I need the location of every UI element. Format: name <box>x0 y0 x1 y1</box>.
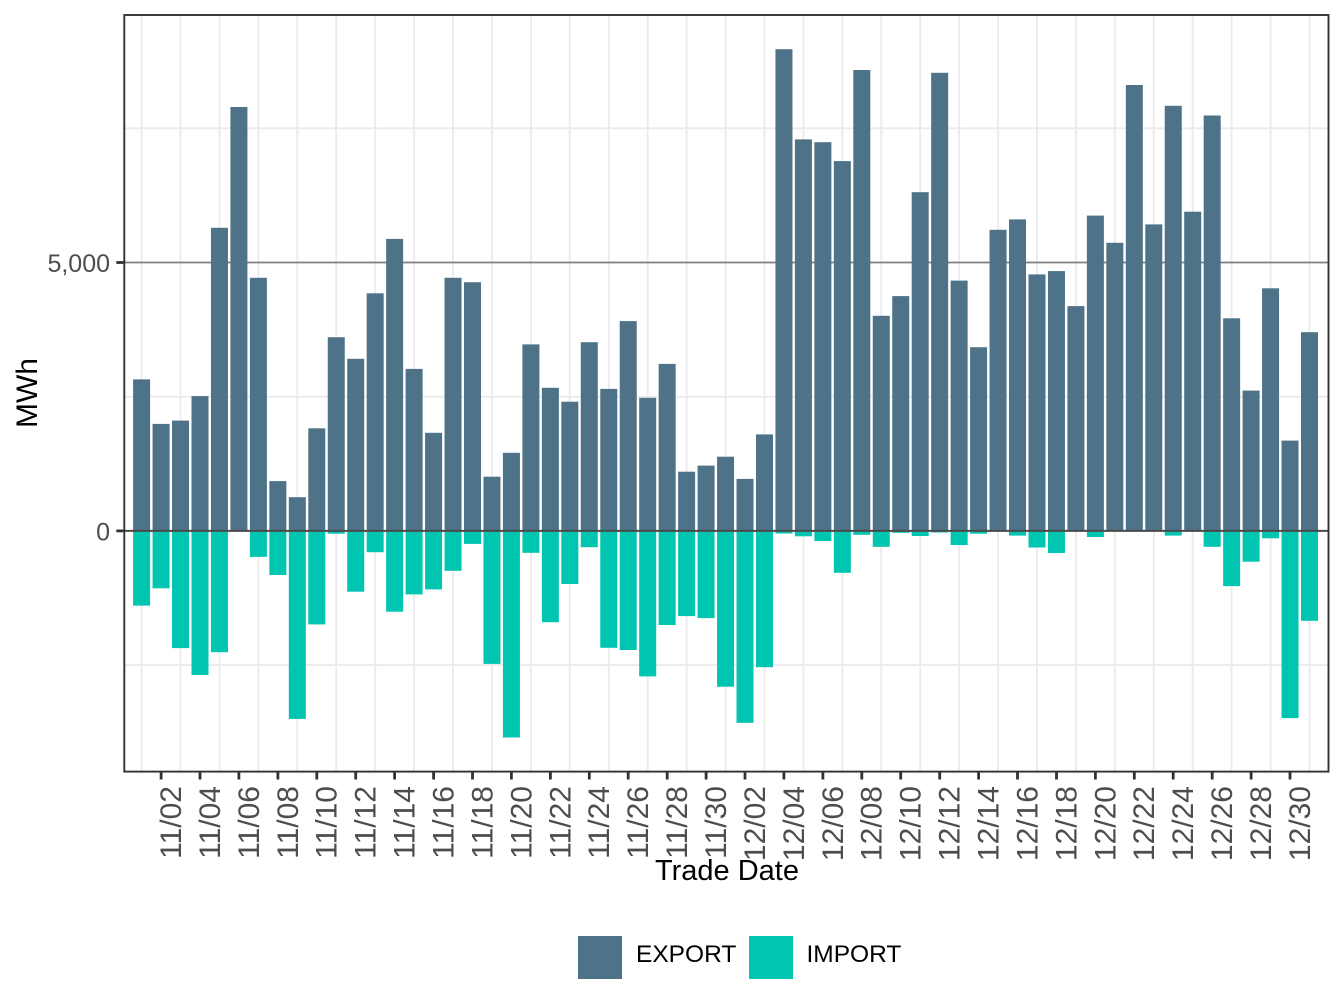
svg-text:12/26: 12/26 <box>1206 786 1239 861</box>
svg-text:11/08: 11/08 <box>272 786 305 859</box>
svg-text:12/14: 12/14 <box>973 786 1006 861</box>
svg-text:12/16: 12/16 <box>1011 786 1044 861</box>
svg-text:11/06: 11/06 <box>233 786 266 859</box>
svg-text:11/04: 11/04 <box>194 786 227 859</box>
svg-text:12/24: 12/24 <box>1167 786 1200 861</box>
svg-text:12/22: 12/22 <box>1128 786 1161 861</box>
svg-text:11/16: 11/16 <box>428 786 461 859</box>
svg-text:11/12: 11/12 <box>350 786 383 859</box>
svg-text:11/10: 11/10 <box>311 786 344 859</box>
svg-text:12/10: 12/10 <box>895 786 928 861</box>
svg-text:12/28: 12/28 <box>1245 786 1278 861</box>
svg-text:11/26: 11/26 <box>622 786 655 859</box>
svg-text:12/30: 12/30 <box>1284 786 1317 861</box>
svg-text:EXPORT: EXPORT <box>636 941 736 968</box>
svg-text:11/18: 11/18 <box>466 786 499 859</box>
svg-text:12/02: 12/02 <box>739 786 772 861</box>
svg-text:0: 0 <box>96 519 110 547</box>
svg-text:11/02: 11/02 <box>155 786 188 859</box>
svg-text:12/20: 12/20 <box>1089 786 1122 861</box>
svg-text:11/20: 11/20 <box>505 786 538 859</box>
svg-text:11/22: 11/22 <box>544 786 577 859</box>
svg-text:11/30: 11/30 <box>700 786 733 859</box>
svg-text:MWh: MWh <box>11 358 44 428</box>
svg-text:12/06: 12/06 <box>817 786 850 861</box>
svg-text:11/28: 11/28 <box>661 786 694 859</box>
svg-text:5,000: 5,000 <box>47 250 110 278</box>
svg-text:IMPORT: IMPORT <box>807 941 902 968</box>
svg-text:11/24: 11/24 <box>583 786 616 859</box>
svg-text:Trade Date: Trade Date <box>655 855 799 887</box>
svg-text:12/04: 12/04 <box>778 786 811 861</box>
svg-text:12/08: 12/08 <box>856 786 889 861</box>
svg-text:12/18: 12/18 <box>1050 786 1083 861</box>
svg-text:12/12: 12/12 <box>934 786 967 861</box>
svg-text:11/14: 11/14 <box>389 786 422 859</box>
